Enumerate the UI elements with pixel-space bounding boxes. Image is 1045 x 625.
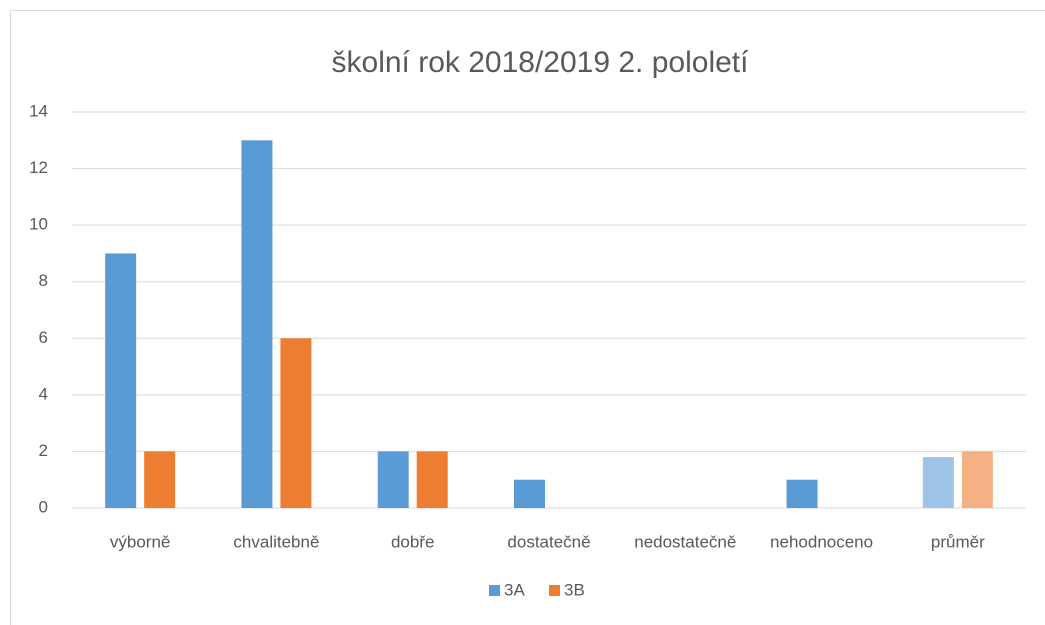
x-tick-label: průměr (931, 532, 985, 551)
legend-swatch (489, 585, 500, 596)
x-tick-label: dobře (391, 532, 434, 551)
y-tick-label: 10 (29, 215, 48, 234)
x-tick-label: dostatečně (507, 532, 590, 551)
x-tick-label: nedostatečně (634, 532, 736, 551)
y-tick-label: 8 (39, 271, 48, 290)
bar (144, 451, 176, 508)
x-tick-label: chvalitebně (233, 532, 319, 551)
y-tick-label: 14 (29, 101, 48, 120)
chart-title: školní rok 2018/2019 2. pololetí (332, 46, 750, 79)
x-tick-label: výborně (110, 532, 170, 551)
legend-swatch (549, 585, 560, 596)
y-tick-label: 12 (29, 158, 48, 177)
bar (105, 253, 137, 508)
bar (961, 451, 993, 508)
bar (280, 338, 312, 508)
y-tick-label: 6 (39, 328, 48, 347)
bar (922, 457, 954, 508)
y-tick-label: 2 (39, 441, 48, 460)
legend-label: 3A (504, 580, 525, 599)
chart-frame (10, 10, 1045, 625)
y-tick-label: 0 (39, 497, 48, 516)
bar (241, 140, 273, 509)
legend-label: 3B (564, 580, 585, 599)
bar (786, 479, 818, 508)
y-tick-label: 4 (39, 384, 48, 403)
bar (514, 479, 545, 508)
bar (377, 451, 409, 508)
x-tick-label: nehodnoceno (770, 532, 873, 551)
bar (416, 451, 448, 508)
